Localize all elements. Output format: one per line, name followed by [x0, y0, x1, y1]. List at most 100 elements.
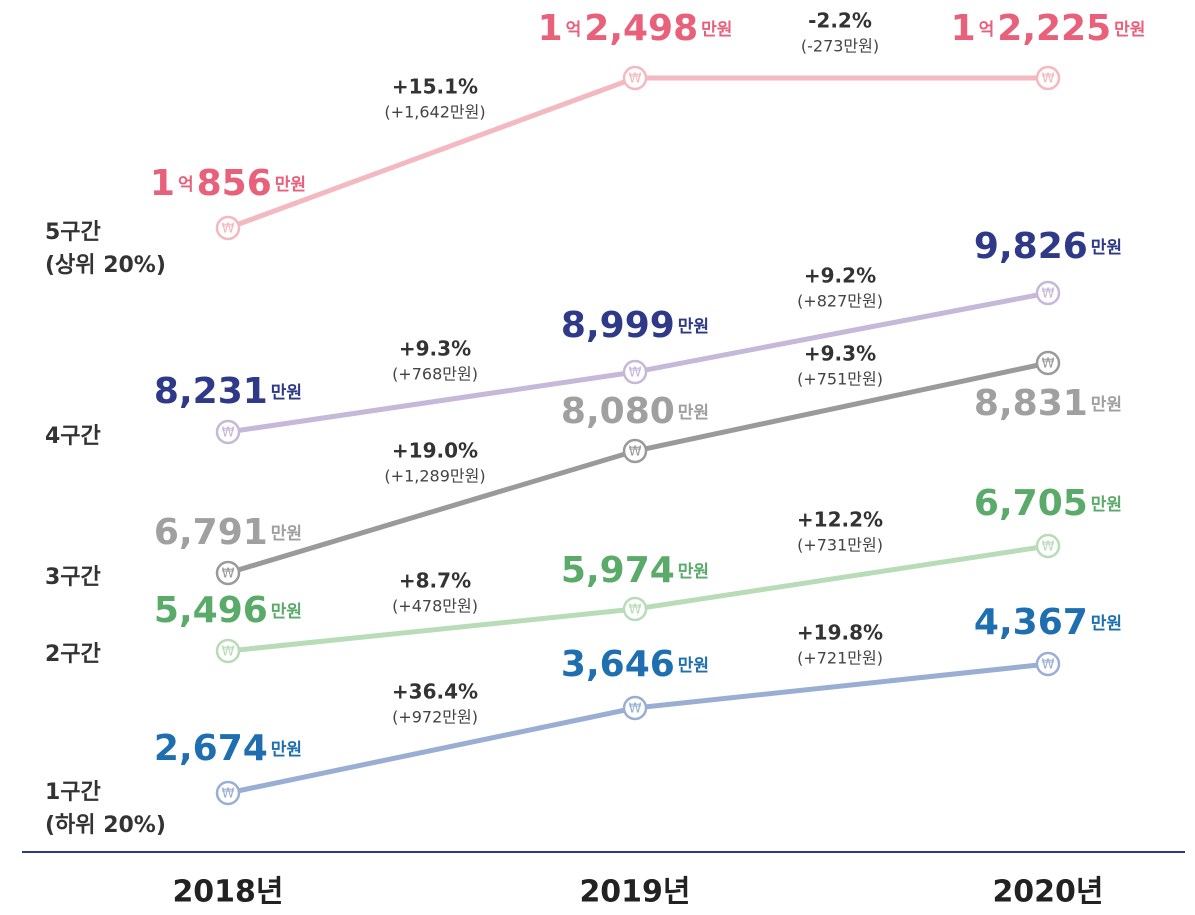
currency-icon: ₩	[222, 222, 235, 237]
change-amount: (+478만원)	[392, 597, 478, 616]
currency-icon: ₩	[629, 603, 642, 618]
currency-icon: ₩	[629, 445, 642, 460]
change-pct: +12.2%	[797, 508, 883, 532]
point-marker	[1035, 280, 1061, 306]
change-amount: (+972만원)	[392, 708, 478, 727]
currency-icon: ₩	[1042, 357, 1055, 372]
value-number: 2,498	[584, 8, 698, 49]
change-pct: +36.4%	[392, 680, 478, 704]
group-label: (하위 20%)	[45, 813, 166, 838]
value-number: 5,974	[561, 550, 675, 591]
change-amount: (+731만원)	[797, 536, 883, 555]
change-pct: +15.1%	[392, 75, 478, 99]
value-number: 6,791	[154, 512, 268, 553]
value-label: 2,674 만원	[154, 728, 302, 769]
point-marker	[215, 638, 241, 664]
change-amount: (-273만원)	[801, 37, 879, 56]
value-label: 5,974 만원	[561, 550, 709, 591]
group-label: 5구간	[45, 220, 101, 245]
point-marker	[215, 560, 241, 586]
point-marker	[1035, 350, 1061, 376]
value-unit: 만원	[1091, 238, 1122, 258]
change-amount: (+1,289만원)	[384, 467, 485, 486]
change-amount: (+751만원)	[797, 370, 883, 389]
currency-icon: ₩	[222, 567, 235, 582]
value-unit: 만원	[1091, 614, 1122, 634]
value-number: 5,496	[154, 590, 268, 631]
change-pct: +9.3%	[804, 342, 876, 366]
point-marker	[215, 419, 241, 445]
value-label: 3,646 만원	[561, 644, 709, 685]
year-label: 2018년	[172, 875, 283, 910]
value-label: 6,791 만원	[154, 512, 302, 553]
value-unit: 만원	[678, 656, 709, 676]
value-label: 5,496 만원	[154, 590, 302, 631]
value-unit: 만원	[271, 740, 302, 760]
point-marker	[215, 780, 241, 806]
value-label: 8,831 만원	[974, 383, 1122, 424]
value-unit: 억	[178, 175, 194, 195]
currency-icon: ₩	[629, 366, 642, 381]
change-pct: +9.3%	[399, 337, 471, 361]
group-label: 3구간	[45, 565, 101, 590]
currency-icon: ₩	[222, 787, 235, 802]
change-pct: +19.0%	[392, 439, 478, 463]
value-unit: 만원	[1091, 395, 1122, 415]
value-unit: 만원	[271, 602, 302, 622]
change-pct: +9.2%	[804, 264, 876, 288]
point-marker	[622, 359, 648, 385]
change-amount: (+1,642만원)	[384, 103, 485, 122]
value-unit: 만원	[678, 562, 709, 582]
value-unit: 만원	[1114, 20, 1145, 40]
value-label: 1 억2,498 만원	[538, 8, 733, 49]
value-label: 1 억856 만원	[150, 163, 306, 204]
change-amount: (+721만원)	[797, 649, 883, 668]
value-unit: 억	[979, 20, 995, 40]
change-pct: -2.2%	[808, 9, 872, 33]
value-unit: 만원	[271, 524, 302, 544]
value-label: 8,999 만원	[561, 305, 709, 346]
change-amount: (+768만원)	[392, 365, 478, 384]
point-marker	[1035, 533, 1061, 559]
value-label: 8,231 만원	[154, 371, 302, 412]
value-number: 8,231	[154, 371, 268, 412]
value-number: 2,225	[997, 8, 1111, 49]
value-label: 6,705 만원	[974, 483, 1122, 524]
change-pct: +8.7%	[399, 569, 471, 593]
value-number: 1	[150, 163, 175, 204]
point-marker	[622, 438, 648, 464]
currency-icon: ₩	[222, 645, 235, 660]
value-number: 6,705	[974, 483, 1088, 524]
point-marker	[622, 596, 648, 622]
point-marker	[622, 695, 648, 721]
value-unit: 만원	[678, 403, 709, 423]
value-unit: 억	[566, 20, 582, 40]
currency-icon: ₩	[629, 702, 642, 717]
currency-icon: ₩	[222, 426, 235, 441]
value-label: 9,826 만원	[974, 226, 1122, 267]
value-number: 856	[197, 163, 272, 204]
value-unit: 만원	[275, 175, 306, 195]
point-marker	[215, 215, 241, 241]
point-marker	[1035, 65, 1061, 91]
value-number: 1	[538, 8, 563, 49]
value-unit: 만원	[678, 317, 709, 337]
group-label: 2구간	[45, 642, 101, 667]
value-unit: 만원	[701, 20, 732, 40]
point-marker	[622, 65, 648, 91]
currency-icon: ₩	[1042, 72, 1055, 87]
year-label: 2020년	[992, 875, 1103, 910]
year-label: 2019년	[579, 875, 690, 910]
change-amount: (+827만원)	[797, 292, 883, 311]
series-line	[227, 75, 1048, 231]
value-number: 3,646	[561, 644, 675, 685]
change-pct: +19.8%	[797, 621, 883, 645]
value-number: 8,080	[561, 391, 675, 432]
value-number: 4,367	[974, 602, 1088, 643]
value-number: 1	[951, 8, 976, 49]
value-label: 4,367 만원	[974, 602, 1122, 643]
value-label: 1 억2,225 만원	[951, 8, 1146, 49]
value-number: 8,831	[974, 383, 1088, 424]
currency-icon: ₩	[629, 72, 642, 87]
currency-icon: ₩	[1042, 658, 1055, 673]
